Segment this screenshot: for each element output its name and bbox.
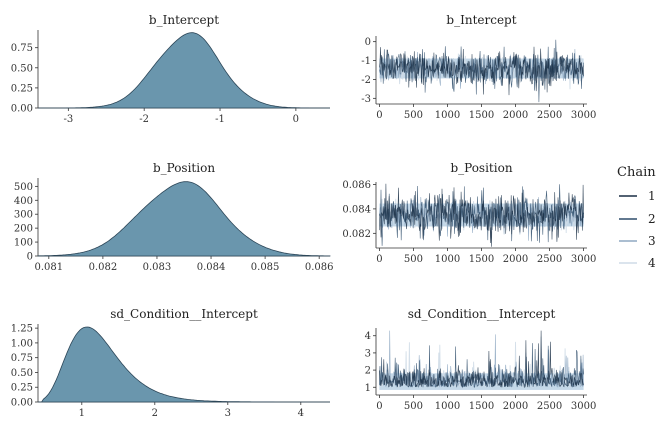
density-area <box>37 181 331 257</box>
x-tick-label: 0 <box>376 110 382 121</box>
legend-entry: 2 <box>619 212 656 226</box>
legend-entry: 4 <box>619 256 656 270</box>
density-area <box>38 32 330 109</box>
x-tick-label: 0.085 <box>251 262 280 273</box>
y-tick-label: 3 <box>365 348 371 359</box>
y-tick-label: 0.75 <box>11 353 33 364</box>
x-tick-label: 0.082 <box>89 262 118 273</box>
x-tick-label: 3 <box>225 408 231 419</box>
y-tick-label: 1.00 <box>11 338 33 349</box>
y-tick-label: 2 <box>365 366 371 377</box>
legend-label: 2 <box>648 212 656 226</box>
density-area <box>38 326 330 403</box>
x-tick-label: -3 <box>63 114 73 125</box>
y-tick-label: 500 <box>14 182 33 193</box>
x-tick-label: 2000 <box>503 254 528 265</box>
trace-line-chain-1 <box>379 183 584 247</box>
y-tick-label: 0.50 <box>11 368 33 379</box>
legend-entry: 1 <box>619 189 656 203</box>
y-tick-label: 300 <box>14 210 33 221</box>
y-tick-label: -3 <box>361 94 371 105</box>
legend-entry: 3 <box>619 234 656 248</box>
density-panel-b-position: b_Position 0.081 0.082 0.083 0.084 0.085 0.08… <box>14 161 334 273</box>
x-tick-label: 1500 <box>469 254 494 265</box>
legend-label: 1 <box>648 189 656 203</box>
x-tick-label: 3000 <box>571 254 596 265</box>
y-tick-label: 400 <box>14 196 33 207</box>
x-tick-label: 0.083 <box>143 262 172 273</box>
x-tick-label: 0 <box>376 401 382 412</box>
y-tick-label: 0.00 <box>11 104 33 115</box>
x-tick-label: 3000 <box>571 401 596 412</box>
panel-title: b_Position <box>450 161 512 175</box>
legend-title: Chain <box>617 165 656 180</box>
y-tick-label: 0.00 <box>11 398 33 409</box>
x-tick-label: 0.081 <box>34 262 63 273</box>
y-tick-label: 0 <box>27 252 33 263</box>
density-panel-b-intercept: b_Intercept -3 -2 -1 0 0.00 0.25 0.50 0.75 <box>11 13 330 125</box>
legend: Chain 1 2 3 4 <box>617 165 656 270</box>
trace-line-chain-1 <box>379 46 584 96</box>
y-tick-label: -2 <box>361 75 371 86</box>
panel-title: b_Intercept <box>446 13 516 27</box>
x-tick-label: 0.086 <box>305 262 334 273</box>
panel-title: b_Intercept <box>149 13 219 27</box>
y-tick-label: 1.25 <box>11 324 33 335</box>
panel-title: sd_Condition__Intercept <box>110 307 258 321</box>
trace-panel-b-position: b_Position 0 500 1000 1500 2000 2500 3000 0.082… <box>342 161 596 265</box>
x-tick-label: 2500 <box>537 254 562 265</box>
x-tick-label: 3000 <box>571 110 596 121</box>
y-tick-label: 0.75 <box>11 43 33 54</box>
y-tick-label: 200 <box>14 224 33 235</box>
trace-panel-b-intercept: b_Intercept 0 500 1000 1500 2000 2500 3000 0 -1 -… <box>361 13 596 121</box>
x-tick-label: 4 <box>298 408 304 419</box>
trace-line-chain-1 <box>379 330 584 388</box>
y-tick-label: -1 <box>361 56 371 67</box>
x-tick-label: 2000 <box>503 110 528 121</box>
x-tick-label: 500 <box>404 401 423 412</box>
x-tick-label: 0.084 <box>197 262 226 273</box>
x-tick-label: 1000 <box>435 254 460 265</box>
y-tick-label: 0.084 <box>342 204 371 215</box>
x-tick-label: -2 <box>139 114 149 125</box>
x-tick-label: 2000 <box>503 401 528 412</box>
trace-panel-sd-condition-intercept: sd_Condition__Intercept 0 500 1000 1500 2000… <box>365 307 597 412</box>
y-tick-label: 0.25 <box>11 383 33 394</box>
legend-label: 3 <box>648 234 656 248</box>
y-tick-label: 1 <box>365 383 371 394</box>
x-tick-label: 1500 <box>469 110 494 121</box>
y-tick-label: 4 <box>365 331 371 342</box>
x-tick-label: -1 <box>215 114 225 125</box>
x-tick-label: 0 <box>293 114 299 125</box>
y-tick-label: 0 <box>365 37 371 48</box>
panel-title: sd_Condition__Intercept <box>408 307 556 321</box>
x-tick-label: 1 <box>79 408 85 419</box>
x-tick-label: 2500 <box>537 401 562 412</box>
x-tick-label: 0 <box>376 254 382 265</box>
legend-label: 4 <box>648 256 656 270</box>
x-tick-label: 1500 <box>469 401 494 412</box>
y-tick-label: 0.082 <box>342 229 371 240</box>
x-tick-label: 2500 <box>537 110 562 121</box>
y-tick-label: 0.086 <box>342 180 371 191</box>
x-tick-label: 1000 <box>435 110 460 121</box>
x-tick-label: 500 <box>404 110 423 121</box>
panel-title: b_Position <box>153 161 215 175</box>
y-tick-label: 0.25 <box>11 83 33 94</box>
x-tick-label: 500 <box>404 254 423 265</box>
x-tick-label: 1000 <box>435 401 460 412</box>
x-tick-label: 2 <box>152 408 158 419</box>
y-tick-label: 0.50 <box>11 63 33 74</box>
y-tick-label: 100 <box>14 238 33 249</box>
density-panel-sd-condition-intercept: sd_Condition__Intercept 1 2 3 4 0.00 0.25 0.50… <box>11 307 330 419</box>
